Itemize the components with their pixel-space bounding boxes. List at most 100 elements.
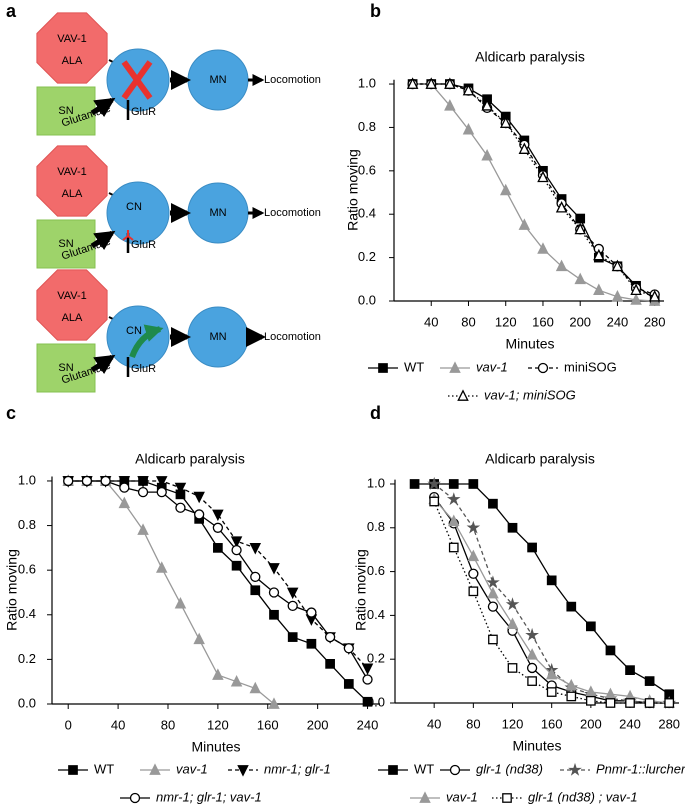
marker (193, 491, 205, 504)
marker (268, 587, 280, 598)
marker (250, 571, 261, 583)
sn-neuron (36, 219, 96, 269)
marker (546, 575, 557, 586)
marker (194, 509, 205, 520)
mn-label: MN (209, 74, 226, 86)
chart-title: Aldicarb paralysis (135, 451, 245, 467)
marker (406, 77, 419, 89)
marker (565, 678, 578, 691)
marker (268, 697, 280, 709)
y-tick-label: 0.6 (367, 563, 385, 578)
marker (427, 476, 441, 490)
marker (462, 122, 475, 135)
marker (545, 667, 558, 680)
block-mark (127, 235, 134, 241)
marker (175, 502, 186, 513)
marker (269, 609, 279, 620)
x-tick-label: 200 (580, 716, 602, 731)
marker (250, 585, 261, 596)
legend-label: Pnmr-1::lurcher (596, 761, 685, 776)
vav-label: VAV-1 (57, 33, 87, 45)
marker (137, 523, 149, 535)
x-tick-label: 160 (541, 716, 563, 731)
y-tick-label: 0.0 (358, 292, 376, 307)
legend-label: vav-1 (446, 789, 478, 804)
legend-marker (419, 791, 431, 803)
marker (268, 563, 280, 575)
ala-label: ALA (62, 188, 83, 200)
marker (119, 482, 130, 493)
legend-label: nmr-1; glr-1; vav-1 (156, 789, 262, 804)
marker (605, 698, 616, 708)
marker (193, 632, 205, 645)
arrow (90, 97, 116, 118)
x-tick-label: 240 (357, 717, 379, 732)
marker (487, 586, 499, 599)
block-mark (122, 235, 129, 241)
marker (527, 542, 537, 553)
legend-label: glr-1 (nd38) (476, 761, 543, 776)
marker (429, 496, 440, 507)
marker (664, 698, 675, 708)
ala-label: ALA (62, 312, 83, 324)
marker (505, 597, 520, 611)
arrow (90, 230, 116, 251)
y-tick-label: 0.8 (367, 519, 385, 534)
marker (118, 476, 131, 488)
panel-label: d (370, 403, 381, 423)
legend-label: WT (404, 359, 424, 374)
marker (287, 600, 298, 612)
marker (499, 183, 512, 196)
marker (306, 638, 317, 649)
marker (362, 674, 373, 685)
marker (518, 142, 531, 154)
marker (611, 259, 624, 272)
marker (462, 83, 475, 96)
marker (499, 116, 512, 128)
ala-label: ALA (62, 55, 83, 67)
marker (446, 492, 461, 506)
marker (507, 522, 518, 533)
marker (574, 222, 586, 235)
marker (555, 201, 568, 213)
marker (625, 665, 635, 675)
legend-label: nmr-1; glr-1 (264, 761, 331, 776)
marker (286, 587, 299, 600)
sn-label: SN (58, 238, 73, 250)
marker (212, 668, 224, 680)
marker (586, 695, 596, 706)
marker (212, 509, 224, 522)
x-tick-label: 280 (658, 716, 680, 731)
x-tick-label: 160 (257, 717, 279, 732)
legend-marker (568, 762, 582, 776)
marker (526, 648, 538, 660)
marker (486, 575, 500, 589)
x-tick-label: 120 (207, 717, 229, 732)
mn-label: MN (209, 331, 226, 343)
marker (448, 479, 459, 489)
legend-label: vav-1 (176, 761, 208, 776)
x-tick-label: 80 (466, 716, 480, 731)
marker (325, 659, 335, 669)
sn-neuron (36, 86, 96, 136)
output-label: Locomotion (264, 331, 321, 343)
marker (324, 631, 336, 643)
output-label: Locomotion (264, 207, 321, 219)
x-axis-label: Minutes (191, 739, 240, 755)
x-tick-label: 120 (495, 314, 517, 329)
y-tick-label: 0.2 (367, 651, 385, 666)
x-tick-label: 240 (607, 314, 629, 329)
panel-label: b (370, 1, 381, 21)
marker (525, 627, 539, 641)
x-tick-label: 240 (619, 716, 641, 731)
y-tick-label: 0.6 (358, 162, 376, 177)
marker (137, 476, 149, 488)
marker (137, 486, 149, 498)
legend-label: glr-1 (nd38) ; vav-1 (528, 789, 638, 804)
marker (518, 218, 531, 230)
marker (230, 536, 243, 548)
y-tick-label: 0.4 (358, 206, 376, 221)
marker (488, 634, 498, 645)
x-tick-label: 40 (424, 314, 438, 329)
